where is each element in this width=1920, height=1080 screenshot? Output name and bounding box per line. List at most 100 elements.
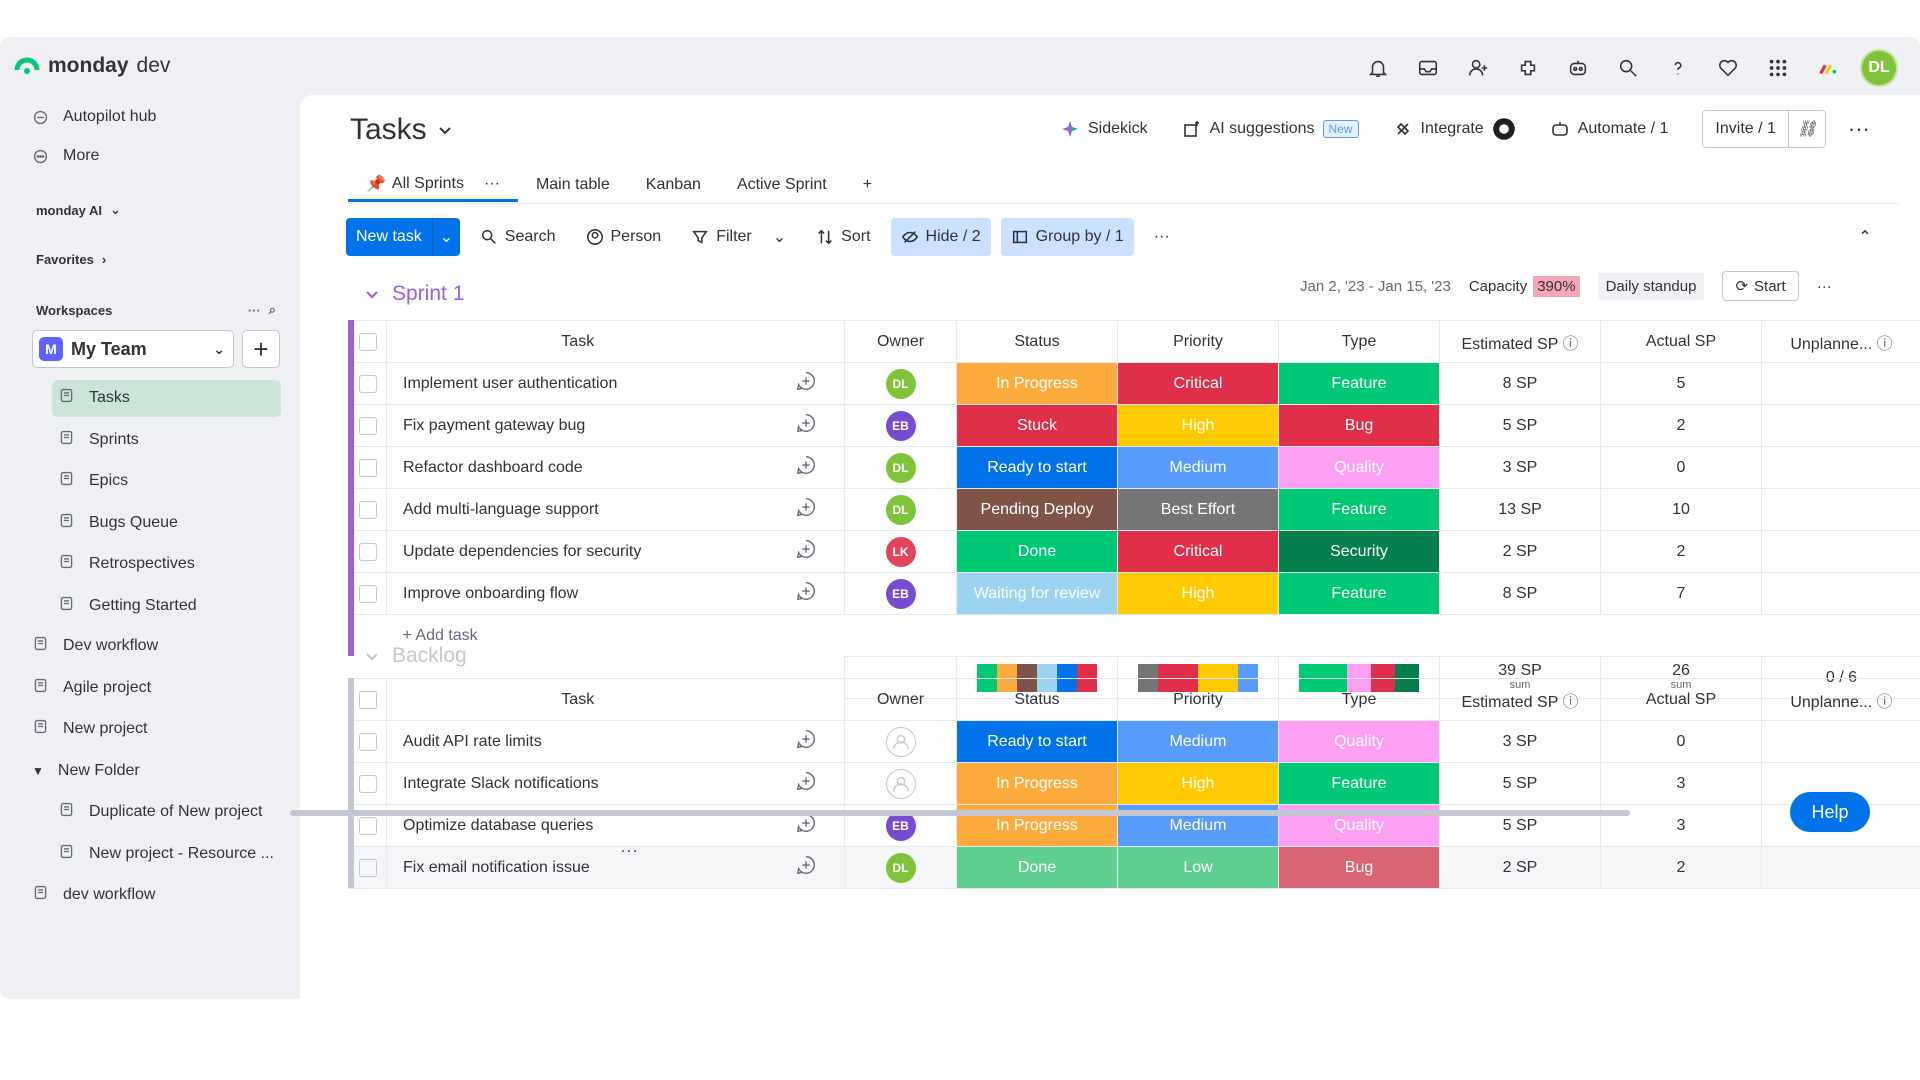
user-avatar[interactable]: DL	[1860, 49, 1898, 87]
tab-active-sprint[interactable]: Active Sprint	[719, 168, 845, 202]
estimated-sp[interactable]: 5 SP	[1439, 404, 1601, 447]
row-options-icon[interactable]: ···	[620, 840, 638, 860]
task-name[interactable]: Fix payment gateway bug	[386, 404, 769, 447]
sidebar-item-bugs-queue[interactable]: Bugs Queue	[58, 507, 178, 539]
owner-cell[interactable]: EB	[844, 572, 957, 615]
type-cell[interactable]: Quality	[1278, 720, 1440, 763]
add-update-icon[interactable]	[768, 362, 845, 405]
priority-cell[interactable]: High	[1117, 572, 1279, 615]
row-checkbox[interactable]	[348, 572, 387, 615]
type-cell[interactable]: Feature	[1278, 362, 1440, 405]
estimated-sp[interactable]: 8 SP	[1439, 362, 1601, 405]
daily-standup-button[interactable]: Daily standup	[1597, 272, 1705, 300]
estimated-sp[interactable]: 5 SP	[1439, 762, 1601, 805]
add-update-icon[interactable]	[768, 446, 845, 489]
priority-cell[interactable]: Medium	[1117, 720, 1279, 763]
row-checkbox[interactable]	[348, 846, 387, 889]
task-name[interactable]: Integrate Slack notifications	[386, 762, 769, 805]
actual-sp[interactable]: 7	[1600, 572, 1762, 615]
table-row[interactable]: Improve onboarding flow EB Waiting for rev…	[348, 572, 1920, 615]
help-button[interactable]: Help	[1790, 792, 1870, 832]
grid-icon[interactable]	[1760, 50, 1796, 86]
owner-cell[interactable]	[844, 720, 957, 763]
task-name[interactable]: Refactor dashboard code	[386, 446, 769, 489]
automate-button[interactable]: Automate / 1	[1550, 119, 1668, 139]
type-cell[interactable]: Feature	[1278, 572, 1440, 615]
apps-icon[interactable]	[1510, 50, 1546, 86]
owner-cell[interactable]	[844, 762, 957, 805]
task-name[interactable]: Implement user authentication	[386, 362, 769, 405]
owner-cell[interactable]: LK	[844, 530, 957, 573]
owner-avatar[interactable]: DL	[885, 368, 916, 399]
task-name[interactable]: Add multi-language support	[386, 488, 769, 531]
priority-cell[interactable]: Low	[1117, 846, 1279, 889]
filter-button[interactable]: Filter ⌄	[681, 218, 796, 256]
owner-avatar[interactable]: EB	[885, 410, 916, 441]
task-name[interactable]: Fix email notification issue	[386, 846, 769, 889]
status-cell[interactable]: Ready to start	[956, 720, 1118, 763]
sidebar-item-sprints[interactable]: Sprints	[58, 424, 139, 456]
sidebar-folder-5[interactable]: New project - Resource ...	[58, 838, 274, 870]
board-options-icon[interactable]: ···	[1847, 116, 1870, 141]
status-cell[interactable]: Done	[956, 530, 1118, 573]
workspace-selector[interactable]: M My Team ⌄	[32, 330, 234, 368]
status-cell[interactable]: Stuck	[956, 404, 1118, 447]
add-workspace-item-button[interactable]: +	[242, 330, 280, 368]
unplanned-cell[interactable]	[1761, 362, 1920, 405]
col-status[interactable]: Status	[956, 320, 1118, 363]
logo[interactable]: monday dev	[14, 54, 170, 78]
inbox-icon[interactable]	[1410, 50, 1446, 86]
monday-apps-icon[interactable]	[1810, 50, 1846, 86]
actual-sp[interactable]: 0	[1600, 720, 1762, 763]
col-priority[interactable]: Priority	[1117, 320, 1279, 363]
unplanned-cell[interactable]	[1761, 572, 1920, 615]
board-title[interactable]: Tasks	[350, 113, 453, 147]
invite-user-icon[interactable]	[1460, 50, 1496, 86]
table-row[interactable]: Add multi-language support DL Pending Depl…	[348, 488, 1920, 531]
collapse-header-icon[interactable]: ⌃	[1858, 229, 1872, 246]
owner-avatar[interactable]: LK	[885, 536, 916, 567]
ai-bot-icon[interactable]	[1560, 50, 1596, 86]
unplanned-cell[interactable]	[1761, 530, 1920, 573]
col-status[interactable]: Status	[956, 678, 1118, 721]
status-cell[interactable]: Done	[956, 846, 1118, 889]
sidebar-folder-1[interactable]: Agile project	[32, 672, 151, 704]
start-sprint-button[interactable]: ⟳ Start	[1722, 271, 1799, 301]
hide-columns-button[interactable]: Hide / 2	[890, 218, 991, 256]
horizontal-scrollbar[interactable]	[290, 810, 1630, 816]
workspace-options-icon[interactable]: ···	[247, 302, 261, 318]
sidebar-item-retrospectives[interactable]: Retrospectives	[58, 548, 195, 580]
add-update-icon[interactable]	[768, 720, 845, 763]
estimated-sp[interactable]: 13 SP	[1439, 488, 1601, 531]
sprint-group-header[interactable]: Sprint 1	[364, 282, 464, 306]
table-row[interactable]: Fix payment gateway bug EB Stuck High Bug 5 S…	[348, 404, 1920, 447]
empty-owner-icon[interactable]	[885, 768, 916, 799]
owner-cell[interactable]: DL	[844, 362, 957, 405]
unplanned-cell[interactable]	[1761, 846, 1920, 889]
sidebar-autopilot[interactable]: Autopilot hub	[32, 101, 156, 133]
sidebar-folder-3[interactable]: ▼ New Folder	[32, 755, 140, 787]
sidebar-folder-2[interactable]: New project	[32, 713, 147, 745]
priority-cell[interactable]: Critical	[1117, 362, 1279, 405]
col-priority[interactable]: Priority	[1117, 678, 1279, 721]
tab-kanban[interactable]: Kanban	[628, 168, 719, 202]
info-icon[interactable]: ⓘ	[1562, 335, 1579, 353]
col-type[interactable]: Type	[1278, 320, 1440, 363]
person-filter-button[interactable]: Person	[576, 218, 672, 256]
tab-main-table[interactable]: Main table	[518, 168, 628, 202]
sidebar-folder-0[interactable]: Dev workflow	[32, 630, 158, 662]
sort-button[interactable]: Sort	[806, 218, 880, 256]
select-all-checkbox[interactable]	[348, 678, 387, 721]
select-all-checkbox[interactable]	[348, 320, 387, 363]
tab-all-sprints[interactable]: 📌 All Sprints ···	[348, 168, 518, 202]
add-update-icon[interactable]	[768, 404, 845, 447]
row-checkbox[interactable]	[348, 404, 387, 447]
bell-icon[interactable]	[1360, 50, 1396, 86]
row-checkbox[interactable]	[348, 446, 387, 489]
task-name[interactable]: Update dependencies for security	[386, 530, 769, 573]
sidebar-more[interactable]: More	[32, 140, 99, 172]
row-checkbox[interactable]	[348, 720, 387, 763]
type-cell[interactable]: Feature	[1278, 762, 1440, 805]
owner-cell[interactable]: DL	[844, 846, 957, 889]
sidebar-item-getting-started[interactable]: Getting Started	[58, 590, 197, 622]
